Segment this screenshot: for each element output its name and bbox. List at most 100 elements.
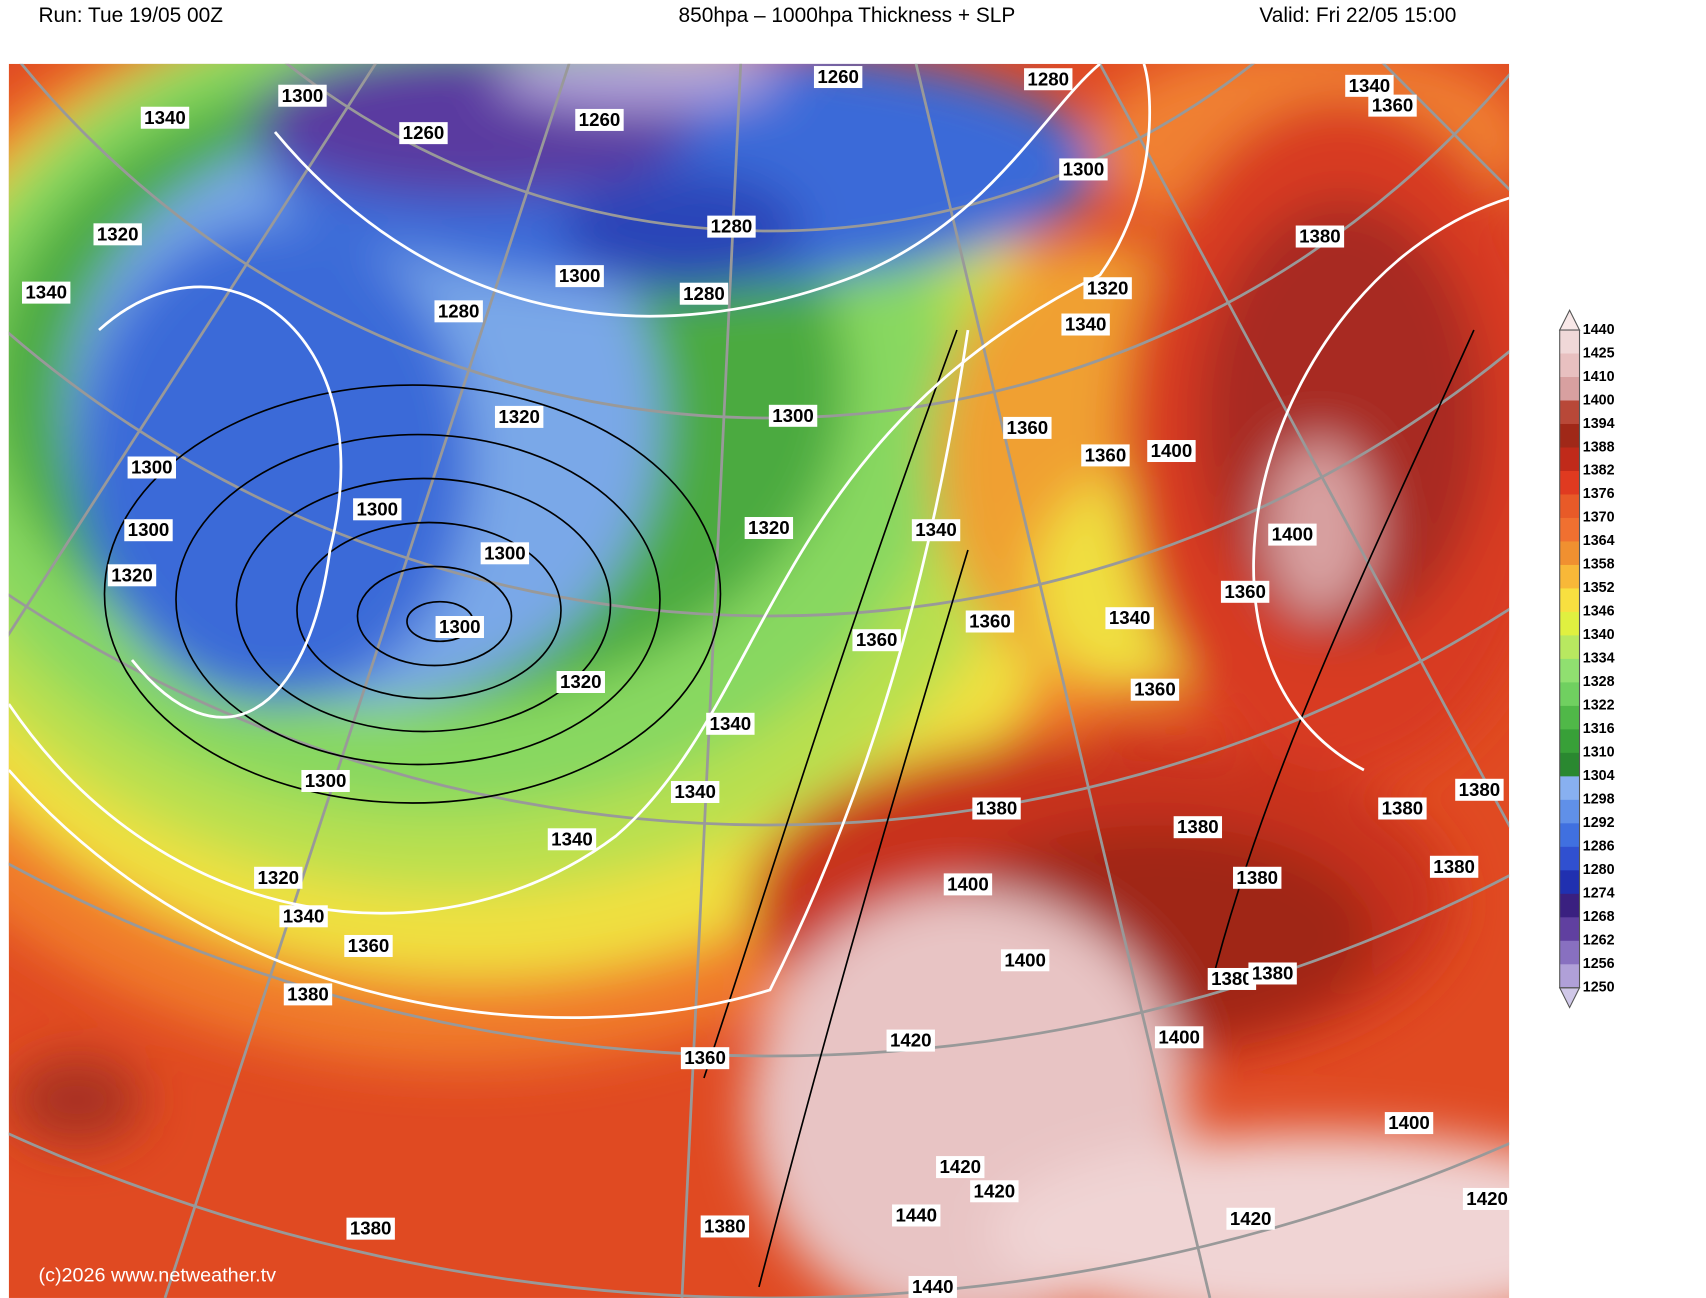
contour-label-box <box>1429 855 1479 878</box>
colorbar-swatch <box>1559 705 1580 730</box>
contour-label-box <box>970 1180 1019 1203</box>
contour-label-box <box>1226 1207 1275 1230</box>
colorbar-swatch <box>1559 588 1580 613</box>
contour-label-box <box>301 769 350 792</box>
contour-label-box <box>1248 962 1297 985</box>
colorbar-swatch <box>1559 423 1580 449</box>
contour-label: 1400 <box>1158 1026 1200 1047</box>
colorbar-label: 1280 <box>1583 862 1615 878</box>
contour-label: 1340 <box>1065 314 1107 335</box>
contour-label: 1420 <box>890 1030 932 1051</box>
contour-label-box <box>908 1275 957 1298</box>
contour-label: 1340 <box>1349 75 1391 96</box>
colorbar-swatch <box>1559 353 1580 378</box>
colorbar-swatch <box>1559 823 1580 848</box>
contour-label-box <box>1003 416 1052 439</box>
contour-label: 1320 <box>498 406 540 427</box>
contour-label: 1380 <box>287 983 329 1004</box>
contour-label-box <box>670 780 720 803</box>
contour-label-box <box>1000 949 1050 972</box>
colorbar-label: 1292 <box>1583 815 1615 831</box>
contour-label-box <box>813 66 863 89</box>
contour-label: 1360 <box>1007 417 1049 438</box>
contour-label-box <box>278 84 327 107</box>
contour-label-box <box>344 934 393 957</box>
contour-label: 1360 <box>1224 581 1266 602</box>
contour-label: 1380 <box>1236 867 1278 888</box>
colorbar-swatch <box>1559 658 1580 683</box>
contour-label-box <box>1295 225 1345 248</box>
contour-label: 1340 <box>144 107 186 128</box>
contour-label-box <box>555 265 604 288</box>
contour-label-box <box>1207 967 1257 990</box>
contour-label: 1380 <box>704 1216 746 1237</box>
contour-label: 1320 <box>111 564 153 585</box>
contour-label: 1300 <box>282 85 324 106</box>
contour-label: 1340 <box>25 282 67 303</box>
colorbar-label: 1376 <box>1583 486 1615 502</box>
colorbar-frame <box>1559 329 1581 989</box>
contour-label-box <box>744 517 794 540</box>
contour-label: 1380 <box>1211 968 1253 989</box>
contour-label: 1440 <box>912 1276 954 1297</box>
contour-label-box <box>1233 866 1282 889</box>
contour-label: 1380 <box>1177 816 1219 837</box>
contour-label-box <box>1173 816 1223 839</box>
contour-label-box <box>768 404 818 427</box>
contour-label-box <box>886 1029 935 1052</box>
colorbar-label: 1440 <box>1583 322 1615 338</box>
contour-label: 1280 <box>1027 68 1069 89</box>
contour-label-box <box>707 215 756 238</box>
contour-label-box <box>283 983 333 1006</box>
colorbar-label: 1286 <box>1583 839 1615 855</box>
contour-label: 1400 <box>947 873 989 894</box>
contour-label: 1320 <box>1087 277 1129 298</box>
colorbar-label: 1274 <box>1583 886 1615 902</box>
contour-label-box <box>107 564 157 587</box>
colorbar-label: 1316 <box>1583 721 1615 737</box>
contour-label: 1340 <box>283 905 325 926</box>
contour-label-box <box>140 106 190 129</box>
colorbar-label: 1304 <box>1583 768 1615 784</box>
colorbar-swatch <box>1559 682 1580 707</box>
colorbar-swatch <box>1559 517 1580 542</box>
colorbar-swatch <box>1559 447 1580 472</box>
contour-label: 1380 <box>1382 798 1424 819</box>
colorbar-label: 1410 <box>1583 369 1615 385</box>
colorbar-label: 1256 <box>1583 956 1615 972</box>
colorbar-swatch <box>1559 964 1580 989</box>
contour-label-box <box>1105 607 1154 630</box>
contour-label: 1380 <box>1433 856 1475 877</box>
contour-label: 1340 <box>551 828 593 849</box>
contour-label: 1400 <box>1004 949 1046 970</box>
contour-label: 1320 <box>97 223 139 244</box>
contour-label-box <box>706 712 755 735</box>
contour-label: 1380 <box>1252 963 1294 984</box>
contour-label-box <box>972 797 1021 820</box>
contour-label: 1300 <box>131 457 173 478</box>
contour-label: 1420 <box>1466 1188 1508 1209</box>
colorbar-label: 1352 <box>1583 580 1615 596</box>
contour-label-box <box>494 405 544 428</box>
contour-label-box <box>1081 444 1130 467</box>
colorbar-arrow <box>1558 308 1581 331</box>
colorbar-swatch <box>1559 776 1580 801</box>
contour-label-box <box>1061 313 1110 336</box>
contour-label-box <box>1083 277 1132 300</box>
contour-label-box <box>911 519 961 542</box>
contour-label-box <box>346 1217 395 1240</box>
colorbar-label: 1250 <box>1583 980 1615 996</box>
colorbar-swatch <box>1559 541 1580 566</box>
colorbar-swatch <box>1559 729 1580 754</box>
contour-label-box <box>936 1156 985 1179</box>
contour-label: 1280 <box>683 283 725 304</box>
contour-label-box <box>575 108 624 131</box>
colorbar-label: 1364 <box>1583 533 1615 549</box>
contour-label-box <box>124 519 173 542</box>
colorbar-swatch <box>1559 752 1580 777</box>
colorbar-label: 1346 <box>1583 604 1615 620</box>
contour-label-box <box>1462 1187 1512 1210</box>
contour-label: 1420 <box>939 1156 981 1177</box>
contour-label: 1400 <box>1272 524 1314 545</box>
